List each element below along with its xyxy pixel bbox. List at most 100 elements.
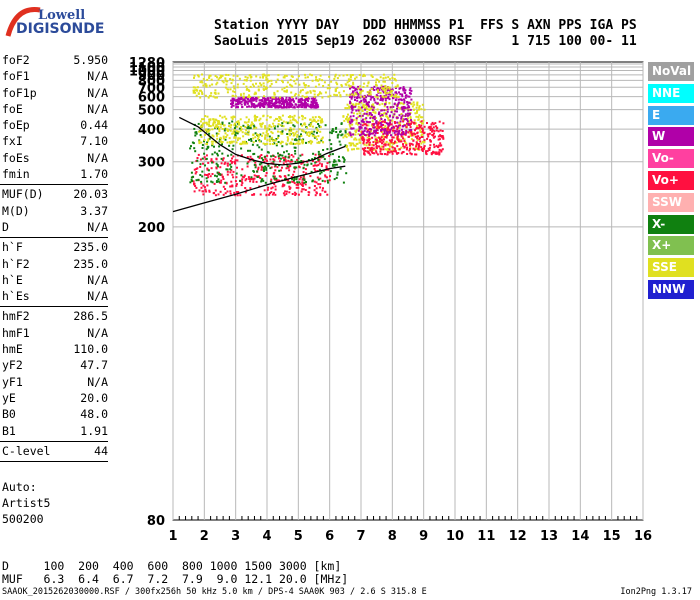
echo-point <box>234 103 237 106</box>
echo-point <box>245 121 248 124</box>
echo-point <box>264 143 267 145</box>
echo-point <box>214 75 217 77</box>
echo-point <box>313 130 316 133</box>
echo-point <box>224 77 227 80</box>
echo-point <box>363 97 366 100</box>
echo-point <box>413 122 416 125</box>
echo-point <box>231 79 234 82</box>
echo-point <box>248 138 250 141</box>
echo-point <box>251 193 254 196</box>
echo-point <box>235 130 238 133</box>
echo-point <box>231 120 234 123</box>
echo-point <box>394 85 397 88</box>
echo-point <box>298 178 301 181</box>
echo-point <box>206 123 209 126</box>
echo-point <box>200 180 203 183</box>
echo-point <box>309 90 312 93</box>
echo-point <box>403 87 406 90</box>
echo-point <box>337 159 340 162</box>
param-value: 110.0 <box>73 342 108 357</box>
echo-point <box>349 75 352 78</box>
echo-point <box>407 123 410 125</box>
echo-point <box>274 193 277 196</box>
echo-point <box>295 97 298 100</box>
echo-point <box>247 100 250 103</box>
echo-point <box>372 123 375 126</box>
echo-point <box>205 148 208 151</box>
echo-point <box>193 168 196 171</box>
echo-point <box>245 79 248 82</box>
echo-point <box>414 133 416 136</box>
echo-point <box>262 142 265 145</box>
echo-point <box>426 137 429 140</box>
echo-point <box>386 128 389 131</box>
echo-point <box>211 134 214 137</box>
echo-point <box>401 118 404 121</box>
echo-point <box>365 141 368 144</box>
echo-point <box>295 142 298 145</box>
echo-point <box>326 179 329 182</box>
echo-point <box>356 91 359 94</box>
echo-point <box>249 74 252 77</box>
echo-point <box>210 158 213 161</box>
echo-point <box>369 112 372 115</box>
echo-point <box>404 96 407 99</box>
echo-point <box>255 175 258 178</box>
echo-point <box>259 106 262 109</box>
echo-point <box>250 103 253 106</box>
echo-point <box>327 84 330 87</box>
auto-label: Auto: <box>2 480 37 494</box>
echo-point <box>246 123 249 126</box>
echo-point <box>248 105 250 108</box>
echo-point <box>313 168 316 170</box>
echo-point <box>411 143 414 146</box>
echo-point <box>229 78 232 80</box>
echo-point <box>301 185 304 187</box>
echo-point <box>239 118 242 121</box>
param-row: foF1p N/A <box>0 86 168 102</box>
echo-point <box>327 181 329 184</box>
echo-point <box>254 117 257 120</box>
echo-point <box>390 111 393 114</box>
echo-point <box>214 126 217 129</box>
echo-point <box>273 175 276 178</box>
echo-point <box>383 105 386 108</box>
echo-point <box>358 74 361 76</box>
echo-point <box>344 129 347 132</box>
echo-point <box>371 108 374 111</box>
echo-point <box>260 125 263 128</box>
echo-point <box>423 108 426 111</box>
echo-point <box>282 156 285 159</box>
echo-point <box>278 116 281 118</box>
echo-point <box>374 143 377 146</box>
echo-point <box>258 146 261 149</box>
echo-point <box>191 161 194 164</box>
echo-point <box>273 119 276 122</box>
echo-point <box>317 119 320 122</box>
echo-point <box>293 134 296 136</box>
echo-point <box>281 145 284 148</box>
echo-point <box>434 135 436 138</box>
echo-point <box>193 182 196 185</box>
echo-point <box>231 157 233 160</box>
param-divider <box>0 461 108 463</box>
echo-point <box>410 132 413 135</box>
echo-point <box>206 143 208 145</box>
echo-point <box>231 132 234 135</box>
echo-point <box>347 113 349 116</box>
echo-point <box>321 79 324 82</box>
echo-point <box>375 88 378 91</box>
echo-point <box>329 170 332 173</box>
echo-point <box>394 130 397 133</box>
echo-point <box>250 121 253 124</box>
echo-point <box>347 84 350 87</box>
echo-point <box>385 140 388 143</box>
echo-point <box>243 96 246 99</box>
echo-point <box>229 168 232 171</box>
echo-point <box>369 95 372 98</box>
echo-point <box>304 105 307 108</box>
echo-point <box>361 95 364 98</box>
echo-point <box>391 106 393 108</box>
echo-point <box>419 131 422 133</box>
echo-point <box>273 171 276 174</box>
